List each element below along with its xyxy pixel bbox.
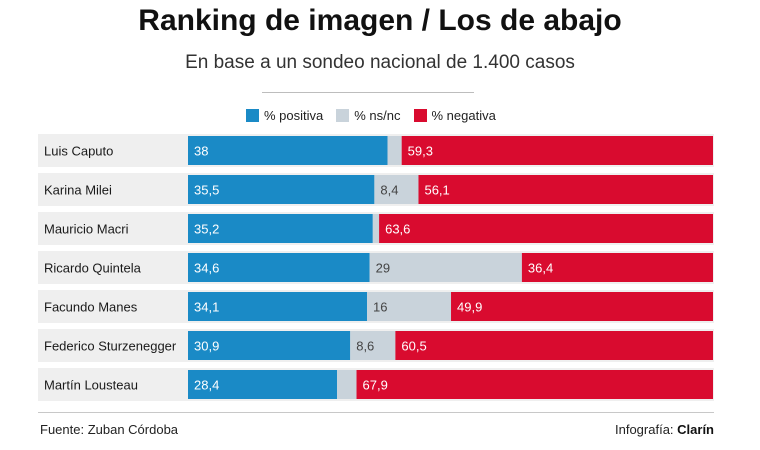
data-label-negative: 49,9 <box>457 300 482 315</box>
data-label-positive: 34,6 <box>194 261 219 276</box>
bar-negative <box>401 136 713 165</box>
legend-label-positive: % positiva <box>264 107 324 123</box>
chart-title: Ranking de imagen / Los de abajo <box>138 4 622 37</box>
bar-nsnc <box>337 370 357 399</box>
legend: % positiva % ns/nc % negativa <box>246 107 509 123</box>
category-label: Karina Milei <box>44 183 112 198</box>
legend-swatch-nsnc <box>336 108 350 122</box>
data-label-negative: 36,4 <box>528 261 553 276</box>
data-label-negative: 59,3 <box>408 144 433 159</box>
data-label-negative: 60,5 <box>401 339 426 354</box>
legend-item-negative: % negativa <box>413 107 496 123</box>
data-label-positive: 34,1 <box>194 300 219 315</box>
legend-label-negative: % negativa <box>431 107 496 123</box>
category-label: Martín Lousteau <box>44 378 138 393</box>
category-label: Mauricio Macri <box>44 222 129 237</box>
chart-subtitle: En base a un sondeo nacional de 1.400 ca… <box>185 52 575 73</box>
bar-positive <box>188 214 373 243</box>
bar-nsnc <box>374 175 419 204</box>
credit-brand: Clarín <box>677 422 714 437</box>
data-label-positive: 35,5 <box>194 183 219 198</box>
category-label: Luis Caputo <box>44 144 113 159</box>
bar-positive <box>188 370 338 399</box>
bar-positive <box>188 292 368 321</box>
bar-positive <box>188 331 351 360</box>
category-label: Facundo Manes <box>44 300 138 315</box>
data-label-positive: 38 <box>194 144 208 159</box>
legend-item-nsnc: % ns/nc <box>336 107 401 123</box>
data-label-positive: 30,9 <box>194 339 219 354</box>
legend-item-positive: % positiva <box>246 108 323 123</box>
category-label: Ricardo Quintela <box>44 261 142 276</box>
bar-nsnc <box>372 214 380 243</box>
bar-nsnc <box>369 253 522 282</box>
bar-nsnc <box>350 331 396 360</box>
title-divider <box>262 92 474 93</box>
credit-prefix: Infografía: <box>615 422 678 437</box>
bar-negative <box>356 370 713 399</box>
legend-swatch-negative <box>413 108 427 122</box>
data-label-negative: 63,6 <box>385 222 410 237</box>
data-label-negative: 67,9 <box>363 378 388 393</box>
legend-swatch-positive <box>246 108 259 122</box>
bar-negative <box>379 214 713 243</box>
credit-note: Infografía: Clarín <box>615 422 714 437</box>
bar-positive <box>188 175 375 204</box>
data-label-nsnc: 16 <box>373 300 387 315</box>
source-note: Fuente: Zuban Córdoba <box>40 422 179 437</box>
data-label-nsnc: 8,6 <box>356 339 374 354</box>
data-label-positive: 28,4 <box>194 378 219 393</box>
data-label-positive: 35,2 <box>194 222 219 237</box>
data-label-nsnc: 29 <box>376 261 390 276</box>
category-label: Federico Sturzenegger <box>44 339 177 354</box>
footer-divider <box>38 412 714 413</box>
bar-nsnc <box>367 292 452 321</box>
bar-negative <box>521 253 713 282</box>
bar-positive <box>188 136 388 165</box>
bar-negative <box>395 331 714 360</box>
bar-nsnc <box>387 136 402 165</box>
bar-negative <box>418 175 714 204</box>
bar-positive <box>188 253 370 282</box>
data-label-nsnc: 8,4 <box>380 183 398 198</box>
bar-negative <box>451 292 713 321</box>
legend-label-nsnc: % ns/nc <box>354 107 401 123</box>
data-label-negative: 56,1 <box>424 183 449 198</box>
